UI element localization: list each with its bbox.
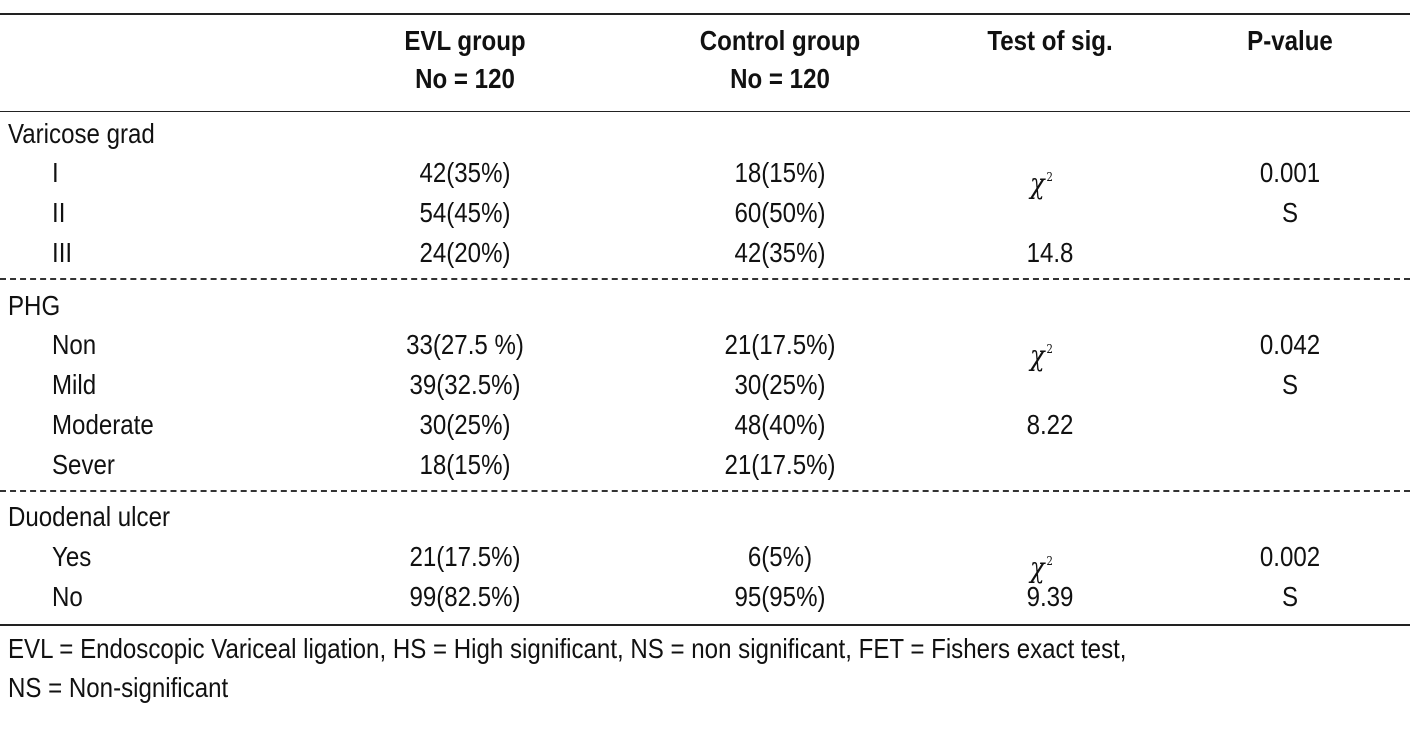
row-label: III [52, 237, 73, 268]
row-p: 0.002 [1259, 541, 1321, 572]
row-control: 48(40%) [734, 409, 826, 440]
section-title-duodenal: Duodenal ulcer [8, 501, 170, 532]
row-label: Non [52, 329, 97, 360]
header-control-line1: Control group [699, 25, 861, 56]
row-evl: 39(32.5%) [409, 369, 521, 400]
row-p: S [1281, 369, 1299, 400]
footnote-line2: NS = Non-significant [8, 672, 229, 703]
row-evl: 42(35%) [419, 157, 511, 188]
row-control: 60(50%) [734, 197, 826, 228]
row-control: 6(5%) [747, 541, 813, 572]
row-label: Yes [52, 541, 92, 572]
row-label: I [52, 157, 59, 188]
row-label: No [52, 581, 83, 612]
row-control: 42(35%) [734, 237, 826, 268]
row-p: S [1281, 581, 1299, 612]
row-evl: 30(25%) [419, 409, 511, 440]
header-evl-line2: No = 120 [415, 63, 515, 94]
footnote-line1: EVL = Endoscopic Variceal ligation, HS =… [8, 633, 1127, 664]
row-label: Sever [52, 449, 115, 480]
row-evl: 33(27.5 %) [406, 329, 524, 360]
row-p: S [1281, 197, 1299, 228]
row-label: Moderate [52, 409, 154, 440]
header-control-line2: No = 120 [730, 63, 830, 94]
row-control: 95(95%) [734, 581, 826, 612]
row-evl: 99(82.5%) [409, 581, 521, 612]
header-p-value: P-value [1247, 25, 1333, 56]
row-test: 14.8 [1026, 237, 1074, 268]
row-evl: 54(45%) [419, 197, 511, 228]
header-rule [0, 111, 1410, 112]
row-test: 9.39 [1026, 581, 1074, 612]
section-divider [0, 278, 1410, 280]
row-control: 21(17.5%) [724, 329, 836, 360]
bottom-rule [0, 624, 1410, 626]
section-title-varicose: Varicose grad [8, 118, 155, 149]
header-evl-line1: EVL group [404, 25, 526, 56]
section-title-phg: PHG [8, 290, 61, 321]
row-p: 0.042 [1259, 329, 1321, 360]
row-evl: 24(20%) [419, 237, 511, 268]
row-evl: 21(17.5%) [409, 541, 521, 572]
section-divider [0, 490, 1410, 492]
header-test-of-sig: Test of sig. [987, 25, 1113, 56]
row-test: 8.22 [1026, 409, 1074, 440]
row-label: Mild [52, 369, 97, 400]
row-control: 30(25%) [734, 369, 826, 400]
row-control: 21(17.5%) [724, 449, 836, 480]
row-control: 18(15%) [734, 157, 826, 188]
row-p: 0.001 [1259, 157, 1321, 188]
row-evl: 18(15%) [419, 449, 511, 480]
row-label: II [52, 197, 66, 228]
top-rule [0, 13, 1410, 15]
